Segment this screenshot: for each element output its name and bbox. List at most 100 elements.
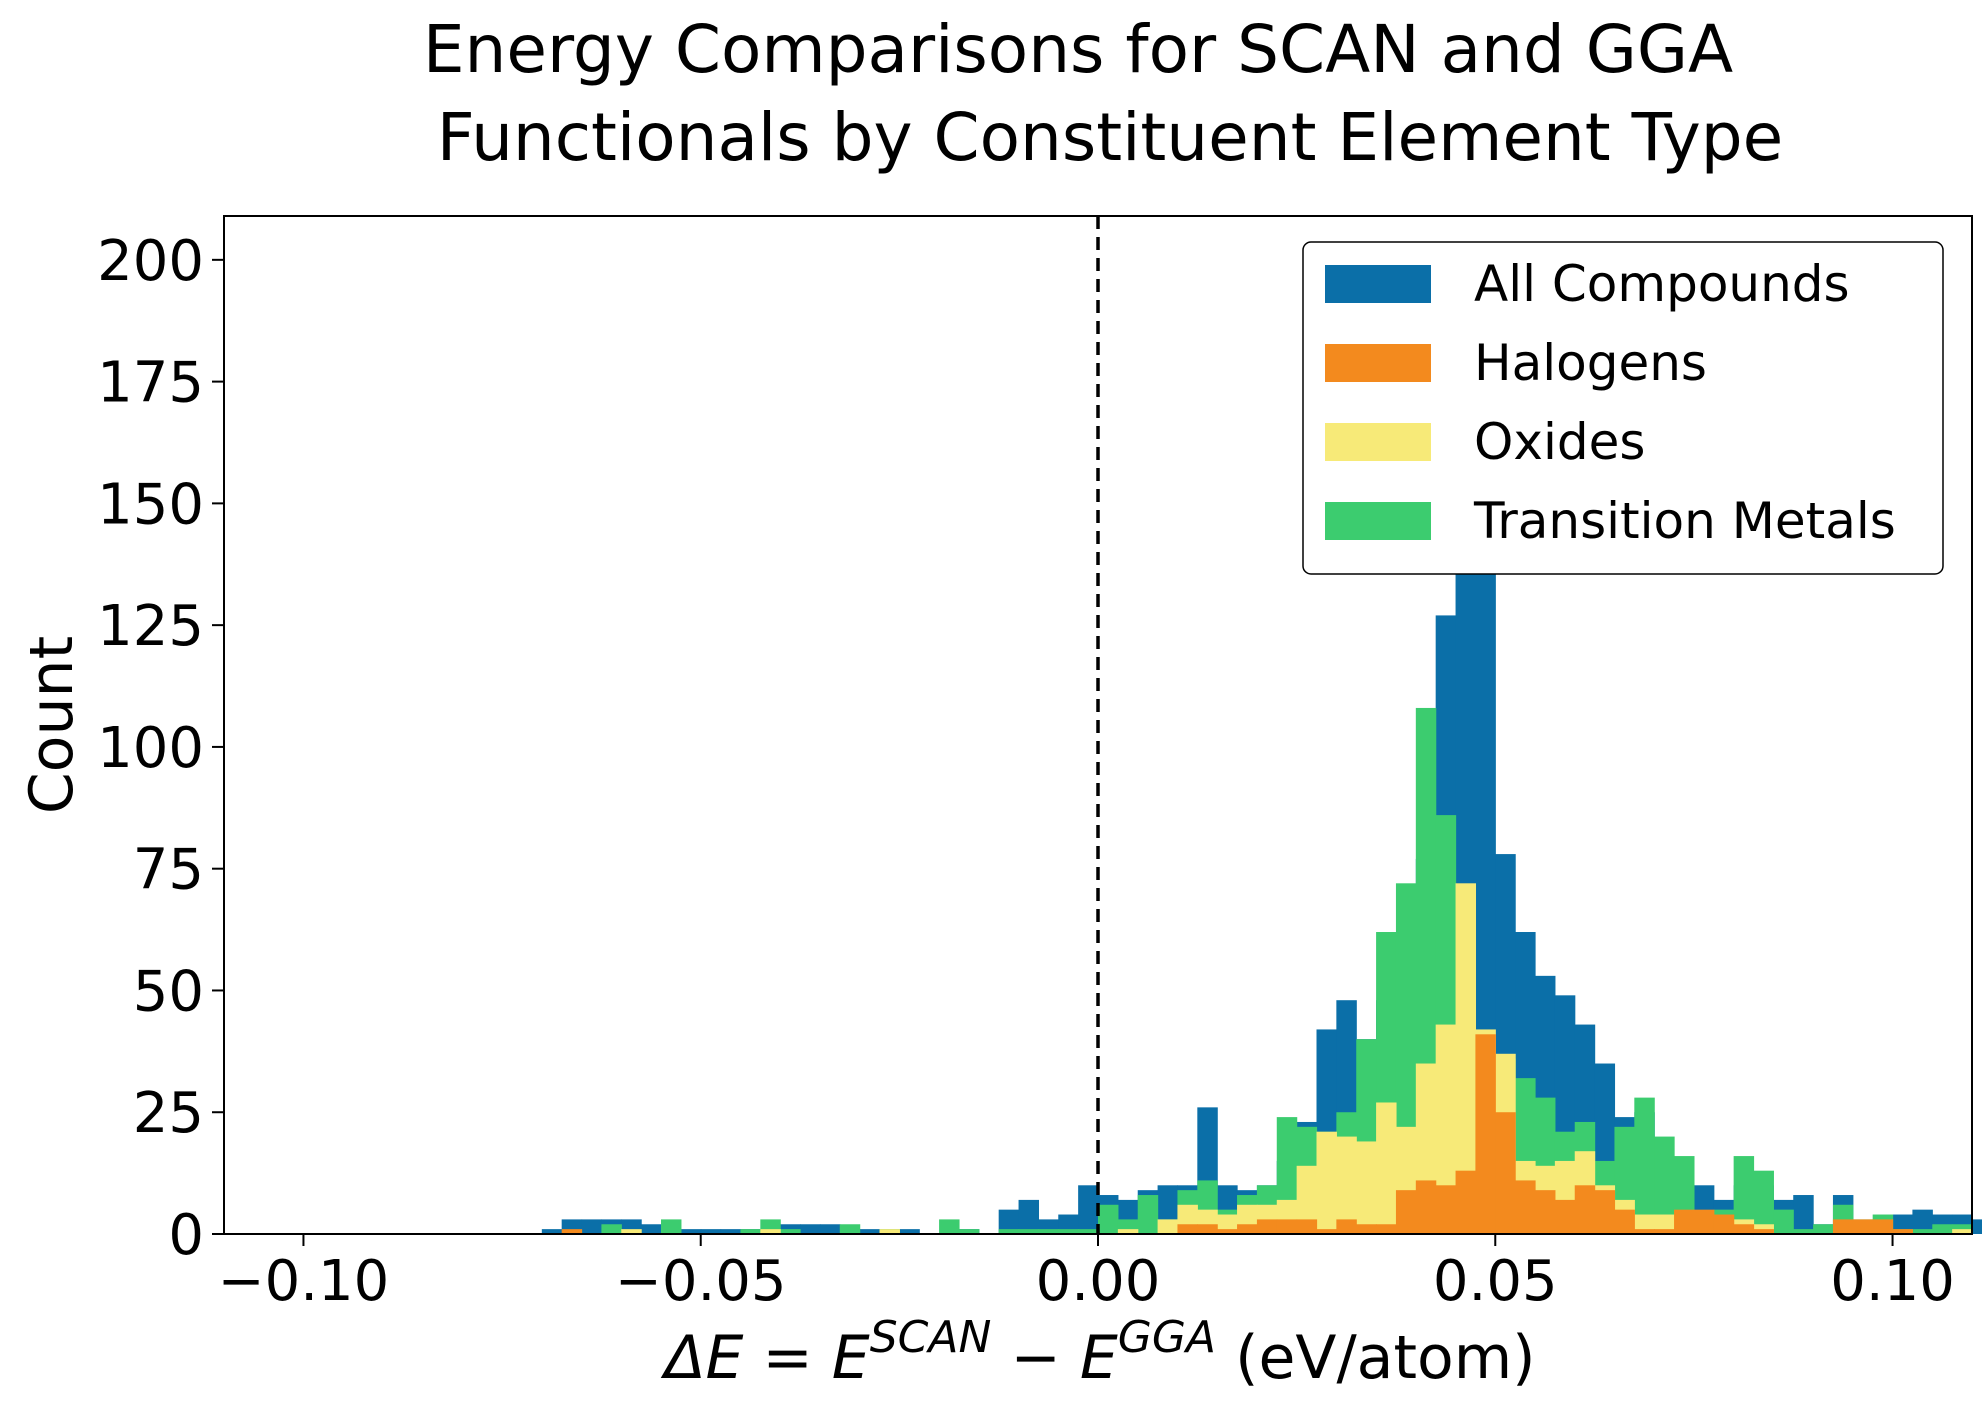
legend-swatch-halogens <box>1325 344 1431 382</box>
y-tick-label: 75 <box>133 838 204 903</box>
bar-all-compounds <box>680 1229 702 1234</box>
bar-halogens <box>1733 1224 1755 1234</box>
bar-oxides <box>1435 1024 1457 1234</box>
y-tick-label: 25 <box>133 1081 204 1146</box>
bar-all-compounds <box>800 1224 821 1234</box>
x-axis-label-sup-scan: SCAN <box>870 1312 992 1363</box>
bar-halogens <box>1693 1209 1715 1234</box>
bar-halogens <box>1296 1219 1318 1234</box>
bar-transition-metals <box>1078 1229 1099 1234</box>
legend-swatch-all-compounds <box>1325 265 1431 303</box>
chart-title-line-2: Functionals by Constituent Element Type <box>437 99 1784 176</box>
x-tick-label: 0.10 <box>1830 1249 1955 1314</box>
bar-halogens <box>1316 1229 1337 1234</box>
bar-all-compounds <box>1018 1199 1040 1234</box>
bar-all-compounds <box>700 1229 722 1234</box>
bar-all-compounds <box>1912 1209 1933 1234</box>
bar-halogens <box>1455 1170 1477 1234</box>
y-tick-label: 50 <box>133 959 204 1024</box>
bar-halogens <box>1832 1219 1854 1234</box>
bar-halogens <box>1356 1224 1377 1234</box>
bar-halogens <box>1872 1219 1894 1234</box>
x-axis-label-prefix: ΔE = E <box>660 1323 869 1393</box>
bar-oxides <box>1117 1229 1139 1234</box>
bar-halogens <box>1475 1034 1496 1234</box>
bar-oxides <box>1376 1102 1397 1234</box>
x-tick-label: −0.05 <box>615 1249 787 1314</box>
legend-label-all-compounds: All Compounds <box>1474 255 1850 313</box>
bar-transition-metals <box>780 1229 801 1234</box>
bar-halogens <box>1336 1219 1357 1234</box>
y-tick-label: 175 <box>97 351 204 416</box>
bar-transition-metals <box>1634 1097 1655 1234</box>
bar-all-compounds <box>720 1229 742 1234</box>
bar-all-compounds <box>581 1219 603 1234</box>
bar-transition-metals <box>1753 1170 1774 1234</box>
bar-transition-metals <box>1733 1156 1755 1234</box>
bars-group <box>541 264 1982 1235</box>
bar-all-compounds <box>541 1229 563 1234</box>
bar-transition-metals <box>939 1219 960 1234</box>
bar-halogens <box>1535 1190 1556 1234</box>
plot-frame <box>223 215 1973 1235</box>
y-tick-label: 0 <box>168 1203 204 1268</box>
bar-halogens <box>1634 1229 1655 1234</box>
bar-halogens <box>1614 1209 1635 1234</box>
x-tick-label: 0.00 <box>1036 1249 1161 1314</box>
bar-transition-metals <box>1058 1229 1079 1234</box>
bar-all-compounds <box>998 1209 1020 1234</box>
bar-transition-metals <box>1098 1204 1119 1234</box>
bar-transition-metals <box>1793 1229 1814 1234</box>
x-axis-label-suffix: (eV/atom) <box>1216 1323 1536 1393</box>
bar-all-compounds <box>1972 1219 1982 1234</box>
bar-halogens <box>1554 1199 1576 1234</box>
ticks-group: −0.10 −0.05 0.00 0.05 0.10 0 25 50 75 100 125 150 17… <box>97 229 1955 1314</box>
bar-transition-metals <box>1018 1229 1040 1234</box>
bar-oxides <box>1296 1165 1318 1234</box>
x-axis-label-sup-gga: GGA <box>1118 1312 1216 1363</box>
bar-oxides <box>879 1229 900 1234</box>
bar-halogens <box>1892 1229 1914 1234</box>
bar-all-compounds <box>819 1224 841 1234</box>
bar-halogens <box>561 1229 583 1234</box>
bar-oxides <box>1356 1141 1377 1234</box>
bar-transition-metals <box>1912 1229 1933 1234</box>
bar-transition-metals <box>958 1229 980 1234</box>
bar-halogens <box>1713 1214 1735 1234</box>
x-axis-label: ΔE = ESCAN − EGGA (eV/atom) <box>660 1312 1535 1393</box>
bar-halogens <box>1256 1219 1278 1234</box>
bar-transition-metals <box>1038 1229 1059 1234</box>
bar-halogens <box>1217 1229 1238 1234</box>
chart-title-line-1: Energy Comparisons for SCAN and GGA <box>423 11 1733 88</box>
bar-transition-metals <box>1654 1136 1675 1234</box>
bar-halogens <box>1852 1219 1874 1234</box>
bar-halogens <box>1435 1185 1457 1234</box>
bar-halogens <box>1276 1219 1298 1234</box>
bar-all-compounds <box>859 1229 881 1234</box>
legend-swatch-transition-metals <box>1325 502 1431 540</box>
bar-transition-metals <box>839 1224 861 1234</box>
bar-oxides <box>1336 1136 1357 1234</box>
bar-halogens <box>1594 1190 1616 1234</box>
bar-halogens <box>1395 1190 1417 1234</box>
bar-oxides <box>760 1229 781 1234</box>
legend-label-halogens: Halogens <box>1474 334 1707 392</box>
bar-halogens <box>1376 1224 1397 1234</box>
bar-transition-metals <box>1773 1209 1794 1234</box>
bar-halogens <box>1177 1224 1198 1234</box>
bar-halogens <box>1574 1185 1596 1234</box>
y-tick-label: 150 <box>97 472 204 537</box>
x-tick-label: −0.10 <box>218 1249 390 1314</box>
bar-halogens <box>1415 1180 1437 1234</box>
legend: All Compounds Halogens Oxides Transition… <box>1302 241 1944 575</box>
bar-transition-metals <box>1137 1195 1159 1234</box>
bar-halogens <box>1237 1224 1258 1234</box>
x-axis-label-mid: − E <box>991 1323 1117 1393</box>
bar-oxides <box>621 1229 642 1234</box>
bar-halogens <box>1197 1224 1218 1234</box>
bar-transition-metals <box>661 1219 682 1234</box>
bar-all-compounds <box>641 1224 662 1234</box>
legend-swatch-oxides <box>1325 423 1431 461</box>
bar-halogens <box>1674 1209 1695 1234</box>
